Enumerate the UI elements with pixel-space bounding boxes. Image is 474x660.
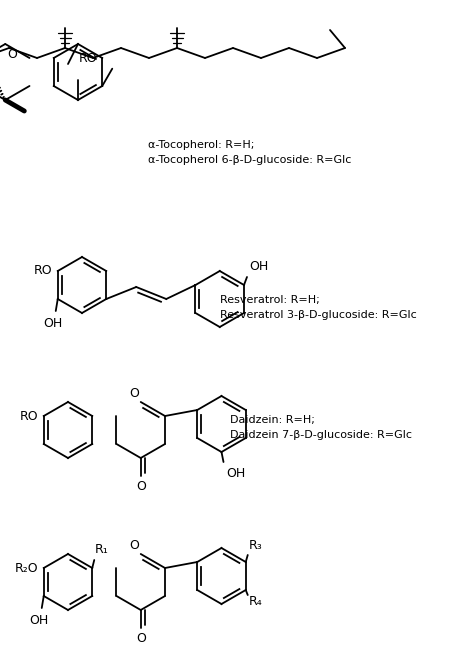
Text: Daidzein: R=H;: Daidzein: R=H; [230,415,315,425]
Text: RO: RO [34,265,53,277]
Text: R₃: R₃ [249,539,263,552]
Text: R₄: R₄ [249,595,263,608]
Text: Resveratrol 3-β-D-glucoside: R=Glc: Resveratrol 3-β-D-glucoside: R=Glc [220,310,417,320]
Text: Daidzein 7-β-D-glucoside: R=Glc: Daidzein 7-β-D-glucoside: R=Glc [230,430,412,440]
Text: O: O [7,48,17,61]
Text: O: O [136,632,146,645]
Text: OH: OH [227,467,246,480]
Text: Resveratrol: R=H;: Resveratrol: R=H; [220,295,320,305]
Text: α-Tocopherol: R=H;: α-Tocopherol: R=H; [148,140,255,150]
Text: RO: RO [20,409,39,422]
Text: OH: OH [43,317,63,330]
Text: O: O [129,387,139,400]
Text: O: O [136,480,146,493]
Text: R₁: R₁ [95,543,109,556]
Text: OH: OH [249,260,268,273]
Text: OH: OH [29,614,48,627]
Text: α-Tocopherol 6-β-D-glucoside: R=Glc: α-Tocopherol 6-β-D-glucoside: R=Glc [148,155,351,165]
Text: RO: RO [79,51,97,65]
Text: R₂O: R₂O [15,562,39,574]
Text: O: O [129,539,139,552]
